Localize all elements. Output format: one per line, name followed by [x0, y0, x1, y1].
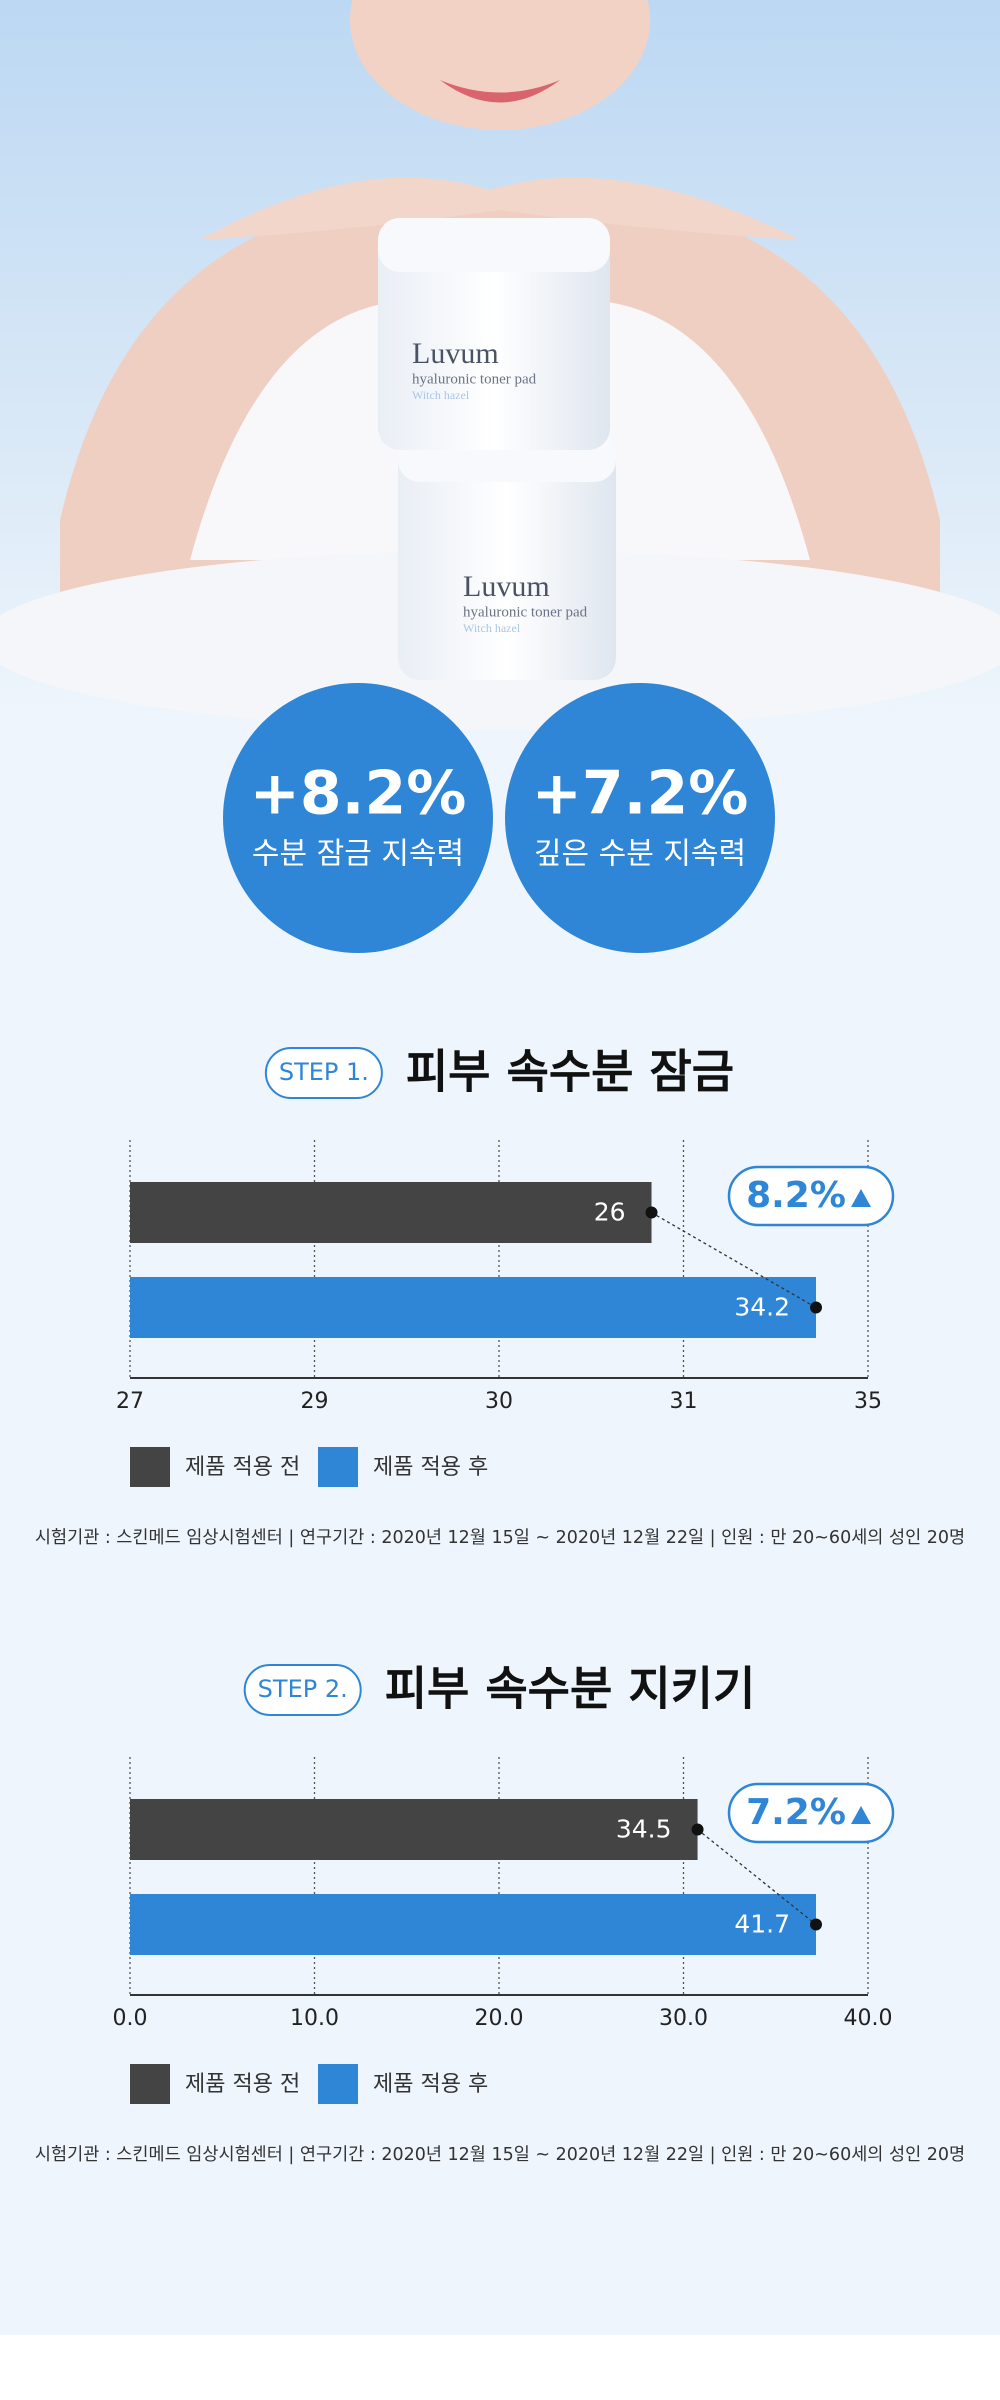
product-jars: Luvum hyaluronic toner pad Witch hazel L…	[378, 218, 616, 680]
jar-product: hyaluronic toner pad	[412, 371, 537, 387]
x-tick-label: 40.0	[844, 2006, 893, 2031]
jar-brand: Luvum	[412, 337, 499, 370]
x-tick-label: 30.0	[659, 2006, 708, 2031]
bar	[130, 1182, 652, 1243]
bar-value-label: 41.7	[734, 1910, 790, 1939]
step-pill	[264, 1047, 383, 1099]
legend-label: 제품 적용 후	[373, 2072, 488, 2097]
bar-end-dot	[645, 1206, 658, 1219]
annotation: 8.2%	[746, 1175, 846, 1216]
bar-end-dot	[691, 1823, 704, 1836]
badge	[223, 683, 493, 953]
badge-value: +7.2%	[532, 759, 749, 829]
bar-value-label: 34.5	[616, 1815, 672, 1844]
x-tick-label: 35	[854, 1389, 882, 1414]
jar-sub: Witch hazel	[463, 621, 521, 635]
legend-swatch	[318, 1447, 358, 1487]
footnote: 시험기관 : 스킨메드 임상시험센터 | 연구기간 : 2020년 12월 15…	[35, 2145, 965, 2165]
badge-label: 깊은 수분 지속력	[534, 837, 746, 872]
annotation-pill	[727, 1782, 895, 1844]
connector	[651, 1211, 817, 1309]
legend-label: 제품 적용 후	[373, 1455, 488, 1480]
up-arrow	[851, 1806, 871, 1824]
x-tick-label: 27	[116, 1389, 144, 1414]
badge-value: +8.2%	[250, 759, 467, 829]
chart-title: 피부 속수분 잠금	[406, 1045, 734, 1099]
jar-brand: Luvum	[463, 570, 550, 603]
badges: +8.2% 수분 잠금 지속력 +7.2% 깊은 수분 지속력	[223, 683, 775, 953]
step-label: STEP 1.	[279, 1058, 369, 1086]
legend-swatch	[130, 1447, 170, 1487]
step-label: STEP 2.	[258, 1675, 348, 1703]
up-arrow	[851, 1189, 871, 1207]
annotation: 7.2%	[746, 1792, 846, 1833]
x-tick-label: 30	[485, 1389, 513, 1414]
bar-value-label: 26	[594, 1198, 626, 1227]
badge-label: 수분 잠금 지속력	[252, 837, 464, 872]
jar-product: hyaluronic toner pad	[463, 604, 588, 620]
annotation-pill	[727, 1165, 895, 1227]
bar	[130, 1799, 698, 1860]
x-tick-label: 0.0	[113, 2006, 148, 2031]
bar-end-dot	[810, 1918, 822, 1931]
connector	[697, 1828, 817, 1926]
x-tick-label: 29	[301, 1389, 329, 1414]
footnote: 시험기관 : 스킨메드 임상시험센터 | 연구기간 : 2020년 12월 15…	[35, 1528, 965, 1548]
x-tick-label: 20.0	[475, 2006, 524, 2031]
bar-value-label: 34.2	[734, 1293, 790, 1322]
chart-title: 피부 속수분 지키기	[385, 1662, 756, 1716]
bar	[130, 1894, 816, 1955]
legend-label: 제품 적용 전	[185, 2072, 300, 2097]
footer-space	[0, 2335, 1000, 2400]
bar	[130, 1277, 816, 1338]
legend-swatch	[318, 2064, 358, 2104]
x-tick-label: 31	[670, 1389, 698, 1414]
bar-end-dot	[810, 1301, 822, 1314]
legend-label: 제품 적용 전	[185, 1455, 300, 1480]
badge	[505, 683, 775, 953]
x-tick-label: 10.0	[290, 2006, 339, 2031]
legend-swatch	[130, 2064, 170, 2104]
step-pill	[243, 1664, 362, 1716]
jar-sub: Witch hazel	[412, 388, 470, 402]
